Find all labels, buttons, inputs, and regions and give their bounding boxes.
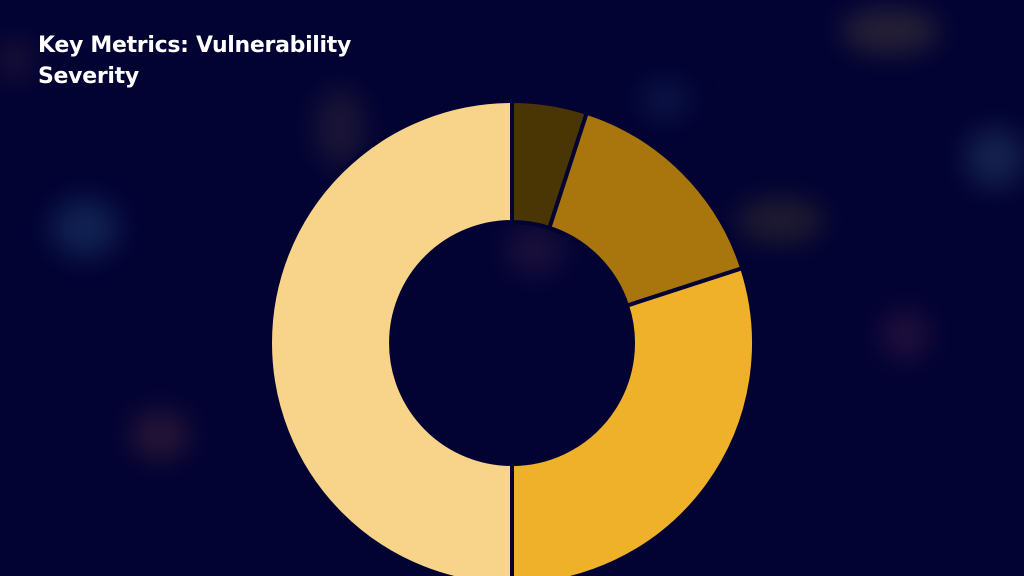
background-blur — [0, 40, 30, 80]
donut-slice-2 — [546, 110, 745, 309]
background-blur — [880, 310, 930, 360]
donut-slice-3 — [510, 265, 756, 576]
chart-title: Key Metrics: Vulnerability Severity — [38, 33, 352, 89]
background-blur — [840, 8, 940, 54]
background-blur — [735, 198, 825, 243]
donut-slice-4 — [268, 98, 514, 576]
background-blur — [640, 80, 690, 120]
background-blur — [130, 410, 190, 460]
background-blur — [315, 88, 365, 168]
background-blur — [50, 198, 120, 258]
background-blur — [965, 128, 1024, 188]
background-blur — [505, 225, 565, 275]
